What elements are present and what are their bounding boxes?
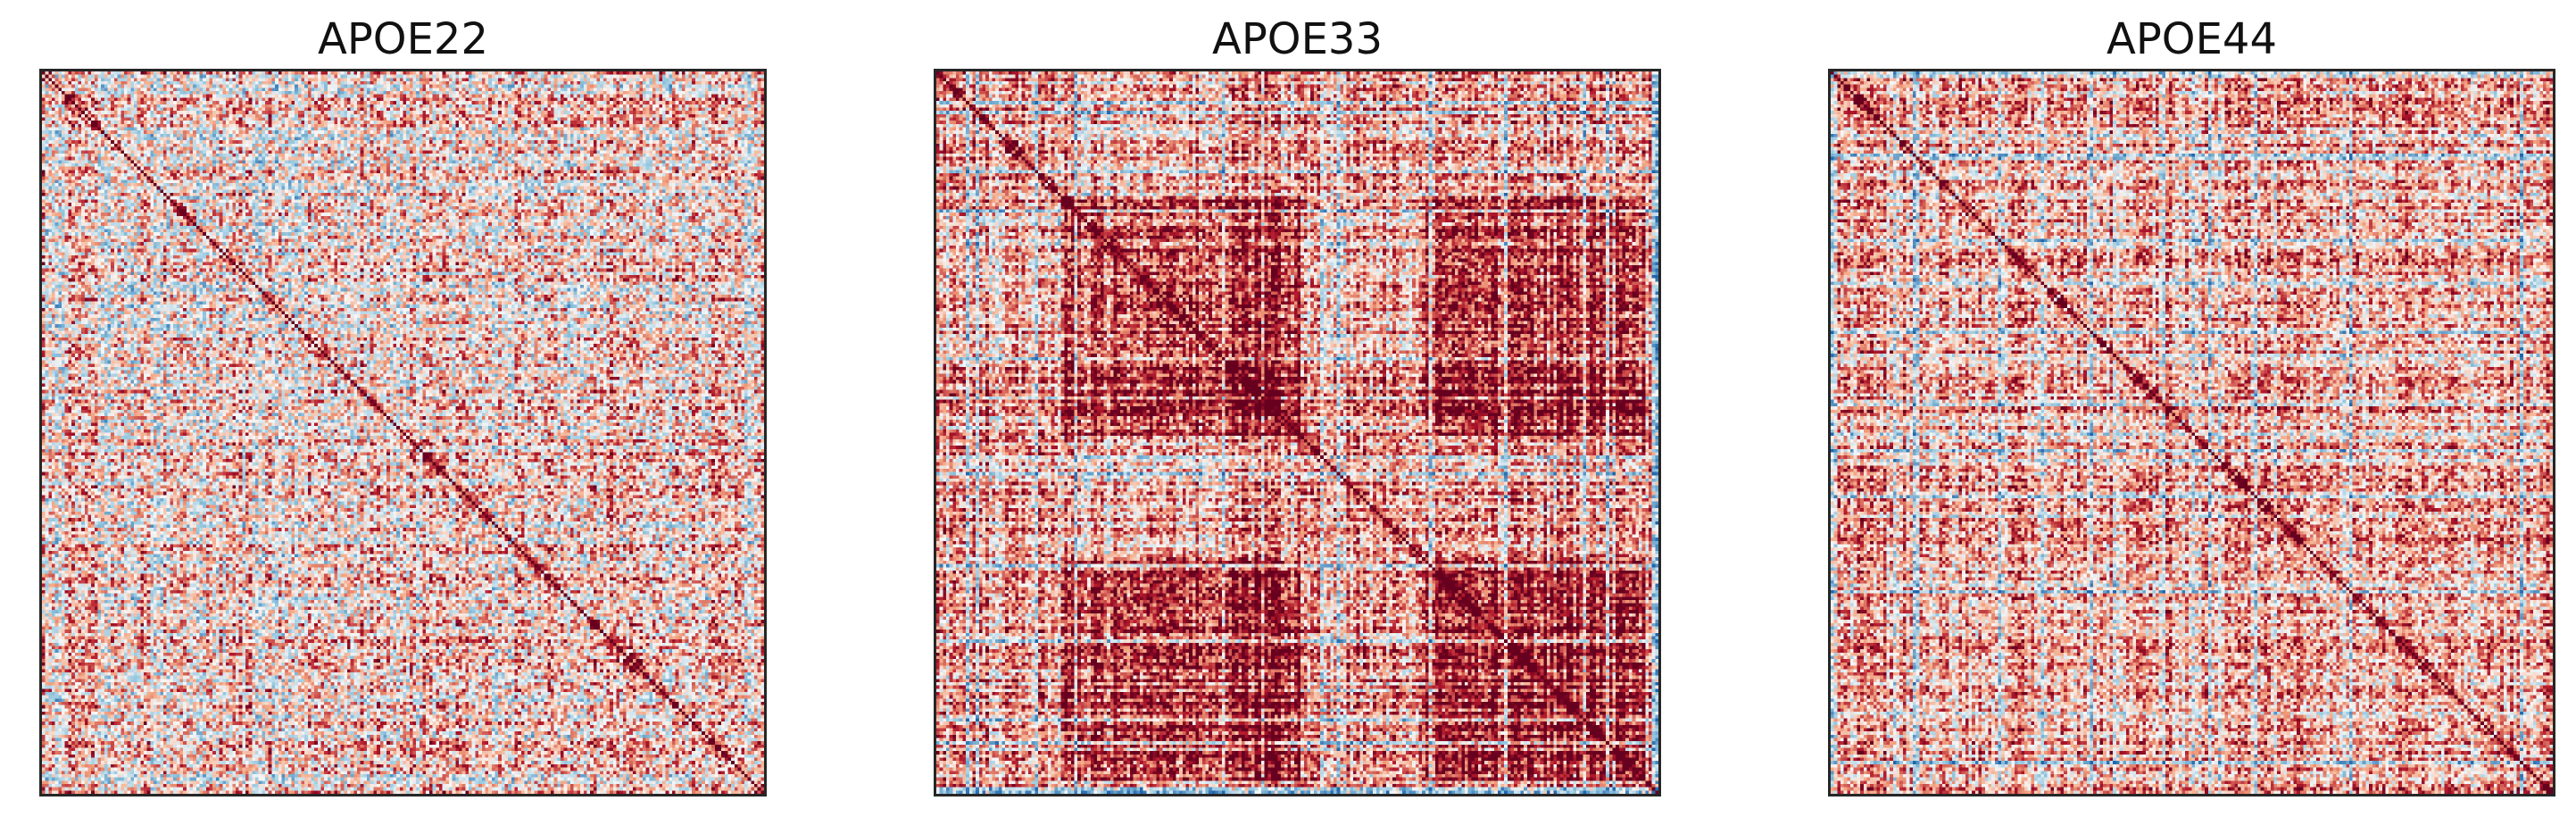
chart-title: APOE44 <box>2107 14 2277 64</box>
panel-apoe44: APOE44 <box>1828 0 2555 834</box>
heatmap-plot-area <box>934 69 1661 796</box>
heatmap-cells <box>42 71 764 794</box>
heatmap-plot-area <box>1828 69 2555 796</box>
chart-title: APOE22 <box>318 14 488 64</box>
chart-title: APOE33 <box>1212 14 1383 64</box>
panel-apoe22: APOE22 <box>39 0 767 834</box>
heatmap-cells <box>936 71 1658 794</box>
panel-apoe33: APOE33 <box>934 0 1661 834</box>
heatmap-plot-area <box>39 69 767 796</box>
heatmap-cells <box>1831 71 2553 794</box>
